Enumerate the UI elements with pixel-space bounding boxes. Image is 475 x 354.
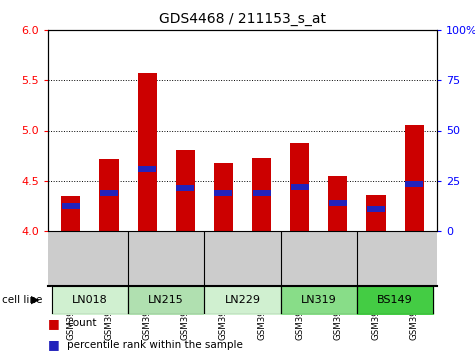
Bar xyxy=(252,158,271,231)
Bar xyxy=(291,184,309,190)
Bar xyxy=(328,176,347,231)
Bar xyxy=(366,195,386,231)
Text: ■: ■ xyxy=(48,317,60,330)
Bar xyxy=(329,200,347,206)
Bar xyxy=(61,196,80,231)
Text: ■: ■ xyxy=(48,338,60,351)
Bar xyxy=(214,190,232,196)
Text: LN319: LN319 xyxy=(301,295,337,305)
Bar xyxy=(176,150,195,231)
Text: LN018: LN018 xyxy=(72,295,108,305)
Bar xyxy=(405,125,424,231)
Title: GDS4468 / 211153_s_at: GDS4468 / 211153_s_at xyxy=(159,12,326,26)
Bar xyxy=(62,203,80,209)
Bar xyxy=(99,159,119,231)
Bar xyxy=(100,190,118,196)
Text: count: count xyxy=(67,318,96,329)
Bar xyxy=(367,206,385,212)
Bar xyxy=(138,73,157,231)
Text: ▶: ▶ xyxy=(31,295,40,305)
Text: cell line: cell line xyxy=(2,295,43,305)
Text: BS149: BS149 xyxy=(377,295,413,305)
Bar xyxy=(138,166,156,172)
Text: percentile rank within the sample: percentile rank within the sample xyxy=(67,339,243,350)
Bar xyxy=(214,162,233,231)
Bar xyxy=(176,185,194,191)
Text: LN215: LN215 xyxy=(148,295,184,305)
Text: LN229: LN229 xyxy=(225,295,260,305)
Bar xyxy=(290,143,309,231)
Bar xyxy=(253,190,271,196)
Bar xyxy=(405,181,423,187)
